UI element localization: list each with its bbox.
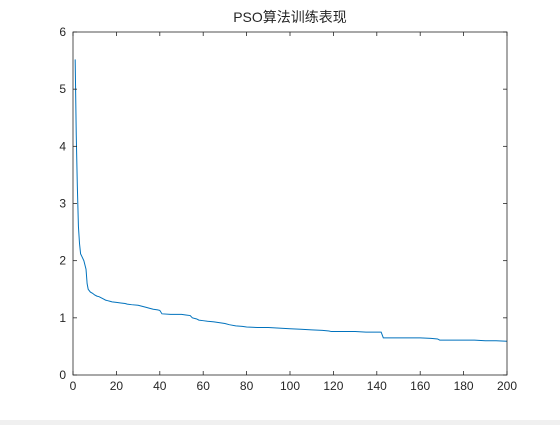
x-tick-label: 0: [70, 379, 77, 393]
x-tick-label: 120: [323, 379, 343, 393]
y-tick-label: 6: [59, 25, 66, 39]
series-layer: [74, 59, 508, 342]
y-tick-label: 1: [59, 311, 66, 325]
x-tick-label: 200: [497, 379, 517, 393]
x-tick-label: 20: [110, 379, 124, 393]
x-tick-label: 140: [367, 379, 387, 393]
x-tick-label: 160: [410, 379, 430, 393]
y-tick-label: 4: [59, 139, 66, 153]
plot-area: [73, 32, 507, 375]
axes-box: [72, 31, 508, 376]
x-tick-label: 180: [454, 379, 474, 393]
ticks-layer: 0 20 40 60 80 100 120 140 160 180 200 0 1 2 3 4 5 6: [59, 25, 517, 393]
x-tick-label: 60: [197, 379, 211, 393]
y-tick-label: 5: [59, 82, 66, 96]
series-line-0: [74, 59, 508, 342]
x-tick-label: 100: [280, 379, 300, 393]
y-tick-label: 0: [59, 368, 66, 382]
x-tick-label: 40: [153, 379, 167, 393]
y-tick-label: 3: [59, 197, 66, 211]
x-tick-label: 80: [240, 379, 254, 393]
chart-title: PSO算法训练表现: [233, 9, 347, 25]
y-tick-label: 2: [59, 254, 66, 268]
